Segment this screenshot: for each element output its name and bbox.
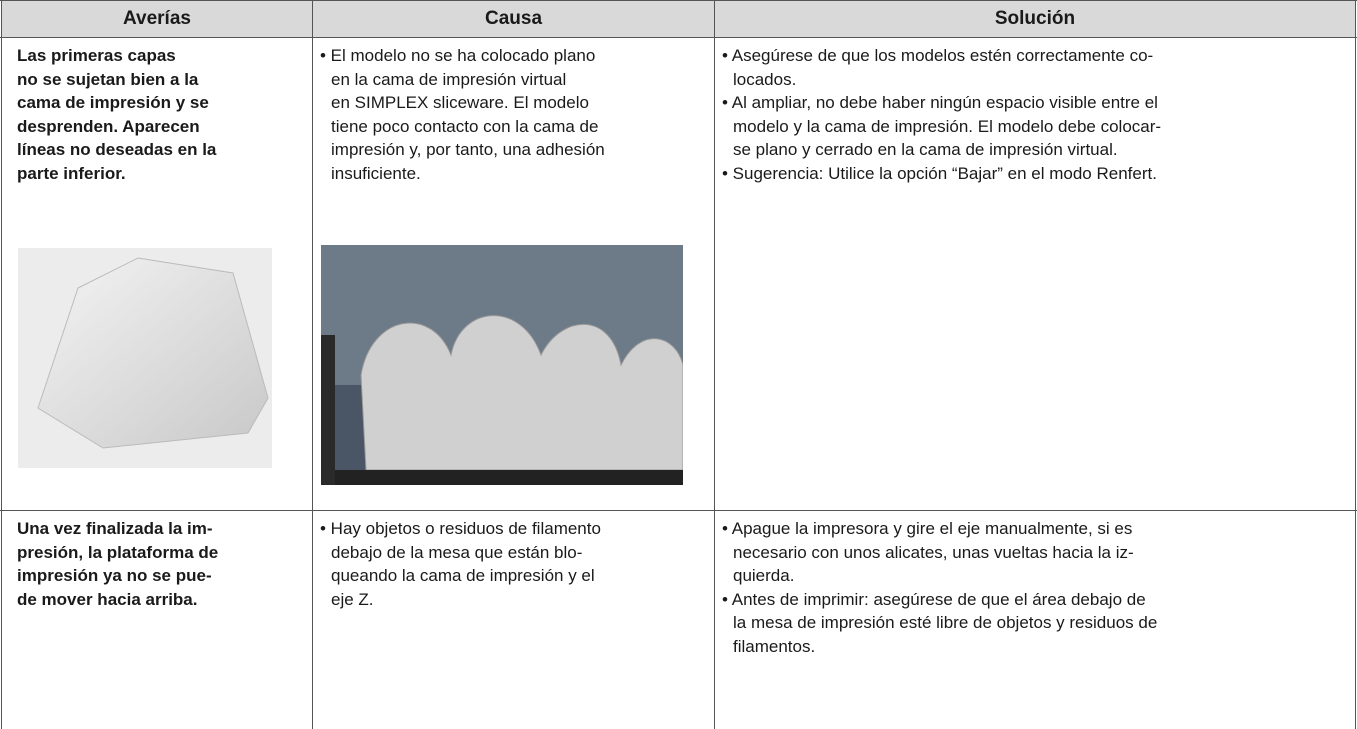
text-line: • Apague la impresora y gire el eje manu… bbox=[722, 519, 1133, 538]
rule bbox=[1, 0, 2, 729]
text-line: Una vez finalizada la im- bbox=[17, 519, 213, 538]
text-line: • Al ampliar, no debe haber ningún espac… bbox=[722, 93, 1158, 112]
solution-cell: • Apague la impresora y gire el eje manu… bbox=[722, 517, 1352, 658]
header-cell: Averías bbox=[2, 1, 312, 37]
fault-cell: Una vez finalizada la im-presión, la pla… bbox=[17, 517, 307, 611]
text-line: la mesa de impresión esté libre de objet… bbox=[733, 613, 1158, 632]
text-line: modelo y la cama de impresión. El modelo… bbox=[733, 116, 1162, 136]
text-line: quierda. bbox=[733, 566, 795, 585]
rule bbox=[0, 510, 1357, 511]
fault-cell: Las primeras capas no se sujetan bien a l… bbox=[17, 44, 307, 185]
rule bbox=[1355, 0, 1356, 729]
text-line: eje Z. bbox=[331, 589, 374, 609]
text-line: • El modelo no se ha colocado plano bbox=[320, 46, 596, 65]
text-line: • Hay objetos o residuos de filamento bbox=[320, 519, 601, 538]
cause-cell: • Hay objetos o residuos de filamento deb… bbox=[320, 517, 714, 611]
text-line: parte inferior. bbox=[17, 163, 126, 183]
rule bbox=[0, 0, 1357, 1]
text-line: queando la cama de impresión y el bbox=[331, 566, 595, 585]
text-line: impresión y, por tanto, una adhesión bbox=[331, 140, 605, 159]
text-line: • Antes de imprimir: asegúrese de que el… bbox=[722, 589, 1146, 609]
screenshot-model bbox=[321, 245, 683, 495]
text-line: debajo de la mesa que están blo- bbox=[331, 542, 583, 562]
text-line: presión, la plataforma de bbox=[17, 542, 219, 562]
rule bbox=[312, 0, 313, 729]
text-line: no se sujetan bien a la bbox=[17, 69, 199, 89]
text-line: tiene poco contacto con la cama de bbox=[331, 116, 599, 136]
text-line: necesario con unos alicates, unas vuelta… bbox=[733, 542, 1134, 562]
text-line: insuficiente. bbox=[331, 163, 421, 183]
rule bbox=[714, 0, 715, 729]
text-line: filamentos. bbox=[733, 636, 816, 656]
text-line: en SIMPLEX sliceware. El modelo bbox=[331, 93, 589, 112]
text-line: cama de impresión y se bbox=[17, 93, 209, 112]
text-line: en la cama de impresión virtual bbox=[331, 69, 567, 89]
text-line: • Sugerencia: Utilice la opción “Bajar” … bbox=[722, 163, 1157, 183]
text-line: impresión ya no se pue- bbox=[17, 566, 212, 585]
photo-print bbox=[18, 248, 272, 468]
text-line: Las primeras capas bbox=[17, 46, 176, 65]
text-line: líneas no deseadas en la bbox=[17, 140, 217, 159]
text-line: • Asegúrese de que los modelos estén cor… bbox=[722, 46, 1154, 65]
header-cell: Solución bbox=[715, 1, 1355, 37]
rule bbox=[0, 37, 1357, 38]
solution-cell: • Asegúrese de que los modelos estén cor… bbox=[722, 44, 1352, 185]
text-line: de mover hacia arriba. bbox=[17, 589, 198, 609]
text-line: desprenden. Aparecen bbox=[17, 116, 200, 136]
header-cell: Causa bbox=[313, 1, 714, 37]
cause-cell: • El modelo no se ha colocado plano en la… bbox=[320, 44, 714, 185]
text-line: se plano y cerrado en la cama de impresi… bbox=[733, 140, 1118, 159]
text-line: locados. bbox=[733, 69, 797, 89]
